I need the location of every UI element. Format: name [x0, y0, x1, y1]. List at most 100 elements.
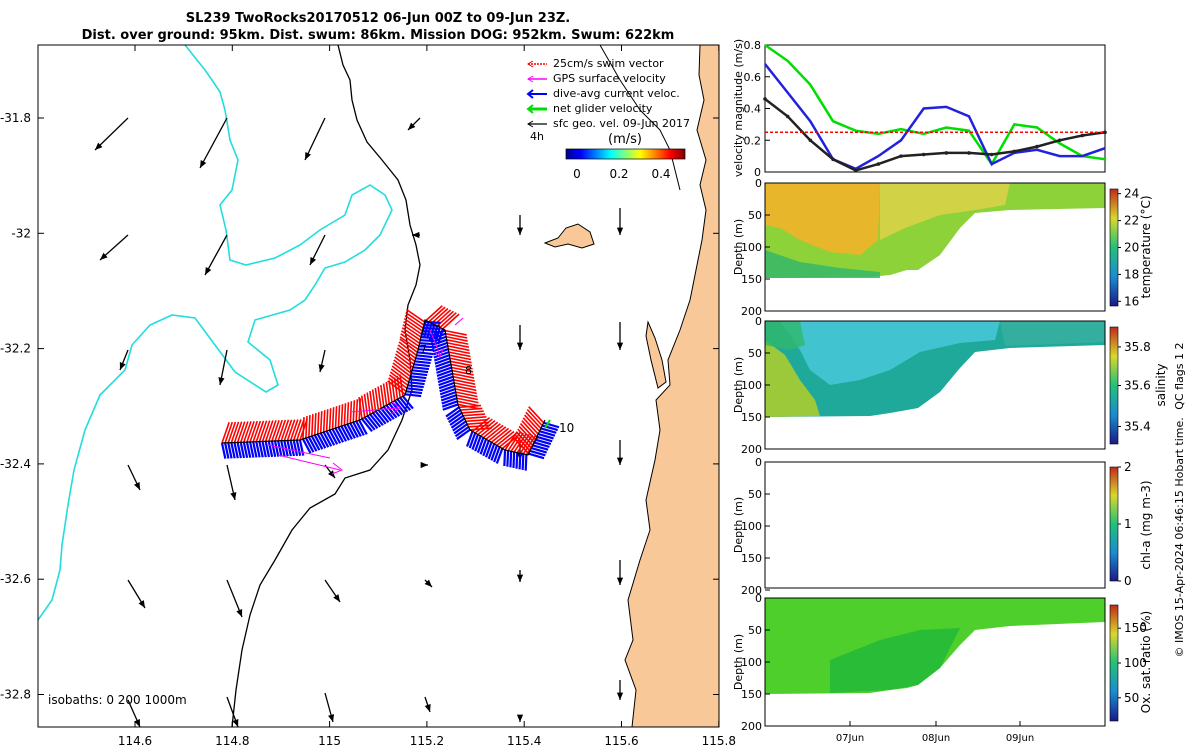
swim-vector	[316, 412, 320, 435]
swim-vector	[485, 424, 504, 440]
swim-vector	[388, 377, 407, 392]
swim-vector	[393, 377, 399, 400]
geo-velocity-arrowhead	[616, 457, 624, 465]
current-vector	[529, 449, 546, 457]
velocity-point	[876, 162, 881, 166]
legend-label-gps: GPS surface velocity	[553, 72, 666, 85]
current-vector	[402, 395, 414, 410]
current-vector	[537, 432, 554, 440]
swim-vector	[519, 422, 537, 441]
velocity-y-axis: 0 0.2 0.4 0.6 0.8	[744, 39, 770, 179]
depth-tick-label: 100	[741, 520, 762, 533]
speed-colorbar-tick: 0	[573, 167, 581, 181]
current-vector	[355, 420, 365, 436]
swim-vector	[328, 408, 332, 431]
current-vector	[328, 429, 339, 445]
legend-item-current-velocity: dive-avg current veloc.	[526, 87, 680, 100]
temperature-colorbar-label: temperature (°C)	[1139, 196, 1153, 299]
current-vector	[414, 360, 431, 365]
swim-vector	[471, 416, 491, 433]
colorbar-tick-label: 16	[1124, 294, 1139, 308]
geo-velocity-arrow	[304, 117, 326, 161]
current-vector	[442, 403, 459, 411]
current-vector	[385, 404, 398, 419]
salinity-fresh-layer	[780, 321, 1000, 385]
swim-vector	[274, 419, 283, 442]
current-vector	[418, 348, 435, 352]
velocity-point	[944, 151, 949, 155]
swim-vector	[401, 327, 421, 341]
current-vector	[334, 427, 345, 443]
geo-velocity-arrowhead	[616, 342, 624, 350]
colorbar-tick-label: 35.8	[1124, 340, 1151, 354]
current-vector	[416, 354, 433, 359]
current-vector	[227, 442, 233, 459]
current-vector	[524, 454, 528, 471]
current-vector	[487, 443, 496, 460]
geo-velocity-arrowhead	[516, 227, 524, 235]
land-mainland	[624, 45, 719, 727]
land-island-rottnest	[543, 223, 595, 249]
swim-vector	[343, 403, 347, 426]
current-vector	[377, 409, 390, 423]
chla-colorbar-ticks: 0 1 2	[1118, 460, 1132, 588]
swim-vector	[346, 402, 350, 425]
current-vector	[349, 422, 359, 438]
map-y-axis: -31.8 -32 -32.2 -32.4 -32.6 -32.8	[0, 111, 719, 702]
swim-vector	[403, 321, 423, 335]
colorbar-tick-label: 24	[1124, 187, 1139, 201]
current-vector	[466, 431, 474, 447]
isobaths-label: isobaths: 0 200 1000m	[48, 693, 187, 707]
swim-vector	[283, 419, 293, 441]
velocity-point	[853, 168, 858, 173]
current-vector	[273, 440, 280, 457]
current-vector	[411, 372, 428, 377]
swim-vector	[302, 417, 305, 440]
map-y-tick-label: -31.8	[0, 111, 31, 125]
geo-velocity-arrowhead	[100, 252, 108, 260]
swim-vector	[526, 408, 543, 427]
temperature-cool-layer	[765, 250, 880, 278]
current-vector	[509, 451, 513, 468]
swim-vector	[454, 385, 477, 392]
current-vector	[450, 417, 466, 429]
swim-vector	[221, 421, 230, 444]
depth-tick-label: 150	[741, 552, 762, 565]
gps-arrowhead	[433, 348, 444, 358]
track-label-8: 8	[465, 364, 472, 377]
swim-vector	[439, 312, 457, 329]
current-vector	[438, 378, 455, 387]
chla-colorbar-label: chl-a (mg m-3)	[1139, 480, 1153, 569]
current-vector	[490, 444, 498, 461]
swim-vector	[523, 414, 541, 432]
current-vector	[396, 398, 409, 413]
velocity-y-tick-label: 0.8	[744, 39, 762, 52]
current-vector	[445, 406, 460, 418]
swim-vector	[387, 380, 406, 395]
gps-arrow	[349, 407, 399, 413]
velocity-point	[921, 152, 926, 157]
swim-vector	[444, 329, 467, 336]
current-vector	[319, 432, 330, 448]
swim-vector	[513, 437, 530, 455]
current-vector	[277, 440, 283, 457]
swim-vector	[451, 366, 474, 373]
swim-vector	[447, 345, 470, 352]
colorbar-tick-label: 150	[1124, 621, 1147, 635]
geo-velocity-arrow	[94, 117, 129, 151]
depth-tick-label: 50	[748, 488, 762, 501]
current-vector	[242, 441, 249, 459]
current-vector	[236, 442, 242, 459]
current-vector	[512, 451, 516, 469]
current-vector	[452, 420, 467, 432]
swim-vector	[296, 419, 305, 441]
geo-velocity-arrowhead	[218, 377, 225, 385]
velocity-point	[808, 138, 813, 143]
current-vector	[495, 448, 504, 464]
velocity-y-tick-label: 0.2	[744, 134, 762, 147]
speed-colorbar-tick: 0.4	[651, 167, 670, 181]
current-vector	[245, 441, 252, 458]
current-vector	[531, 447, 548, 454]
map-y-tick-label: -32.2	[0, 342, 31, 356]
